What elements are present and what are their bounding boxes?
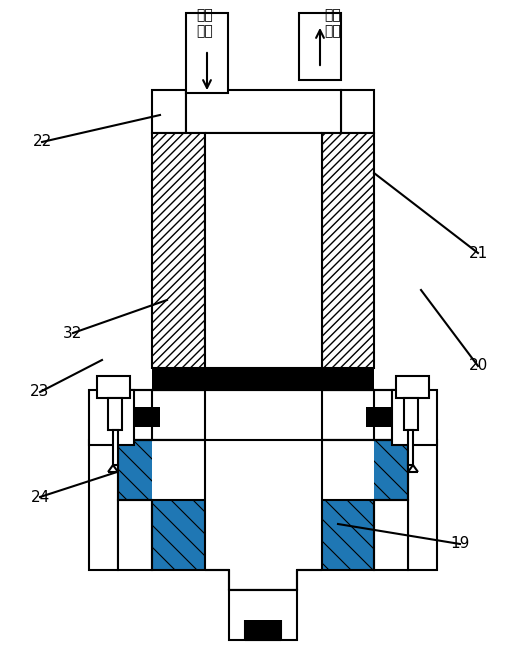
Bar xyxy=(133,407,160,427)
Bar xyxy=(408,440,437,570)
Bar xyxy=(97,376,130,398)
Text: 21: 21 xyxy=(468,246,488,260)
Bar xyxy=(152,90,186,133)
Bar xyxy=(229,590,297,640)
Text: 32: 32 xyxy=(63,326,83,341)
Bar xyxy=(299,13,341,80)
Text: 23: 23 xyxy=(31,384,49,399)
Bar xyxy=(374,500,408,570)
Bar xyxy=(341,90,374,133)
Polygon shape xyxy=(118,390,408,590)
Text: 19: 19 xyxy=(450,536,470,552)
Text: 22: 22 xyxy=(33,134,52,150)
Bar xyxy=(152,368,374,390)
Bar xyxy=(89,440,118,570)
Bar xyxy=(118,390,408,440)
Text: 20: 20 xyxy=(468,358,488,374)
Bar xyxy=(118,390,408,440)
Bar xyxy=(89,390,134,445)
Bar xyxy=(392,390,437,445)
Bar xyxy=(118,390,408,440)
Bar xyxy=(245,620,281,640)
Bar xyxy=(118,500,152,570)
Bar xyxy=(408,430,413,465)
Bar xyxy=(152,133,205,368)
Bar xyxy=(108,398,122,430)
Text: 24: 24 xyxy=(31,490,49,505)
Bar xyxy=(186,13,228,93)
Bar xyxy=(322,133,374,368)
Bar xyxy=(404,398,418,430)
Bar xyxy=(205,133,322,368)
Bar xyxy=(113,430,118,465)
Bar xyxy=(396,376,429,398)
Bar xyxy=(366,407,393,427)
Text: 硅油
流入: 硅油 流入 xyxy=(197,8,214,38)
Bar xyxy=(186,90,341,133)
Polygon shape xyxy=(152,390,374,590)
Text: 硅油
流出: 硅油 流出 xyxy=(325,8,341,38)
